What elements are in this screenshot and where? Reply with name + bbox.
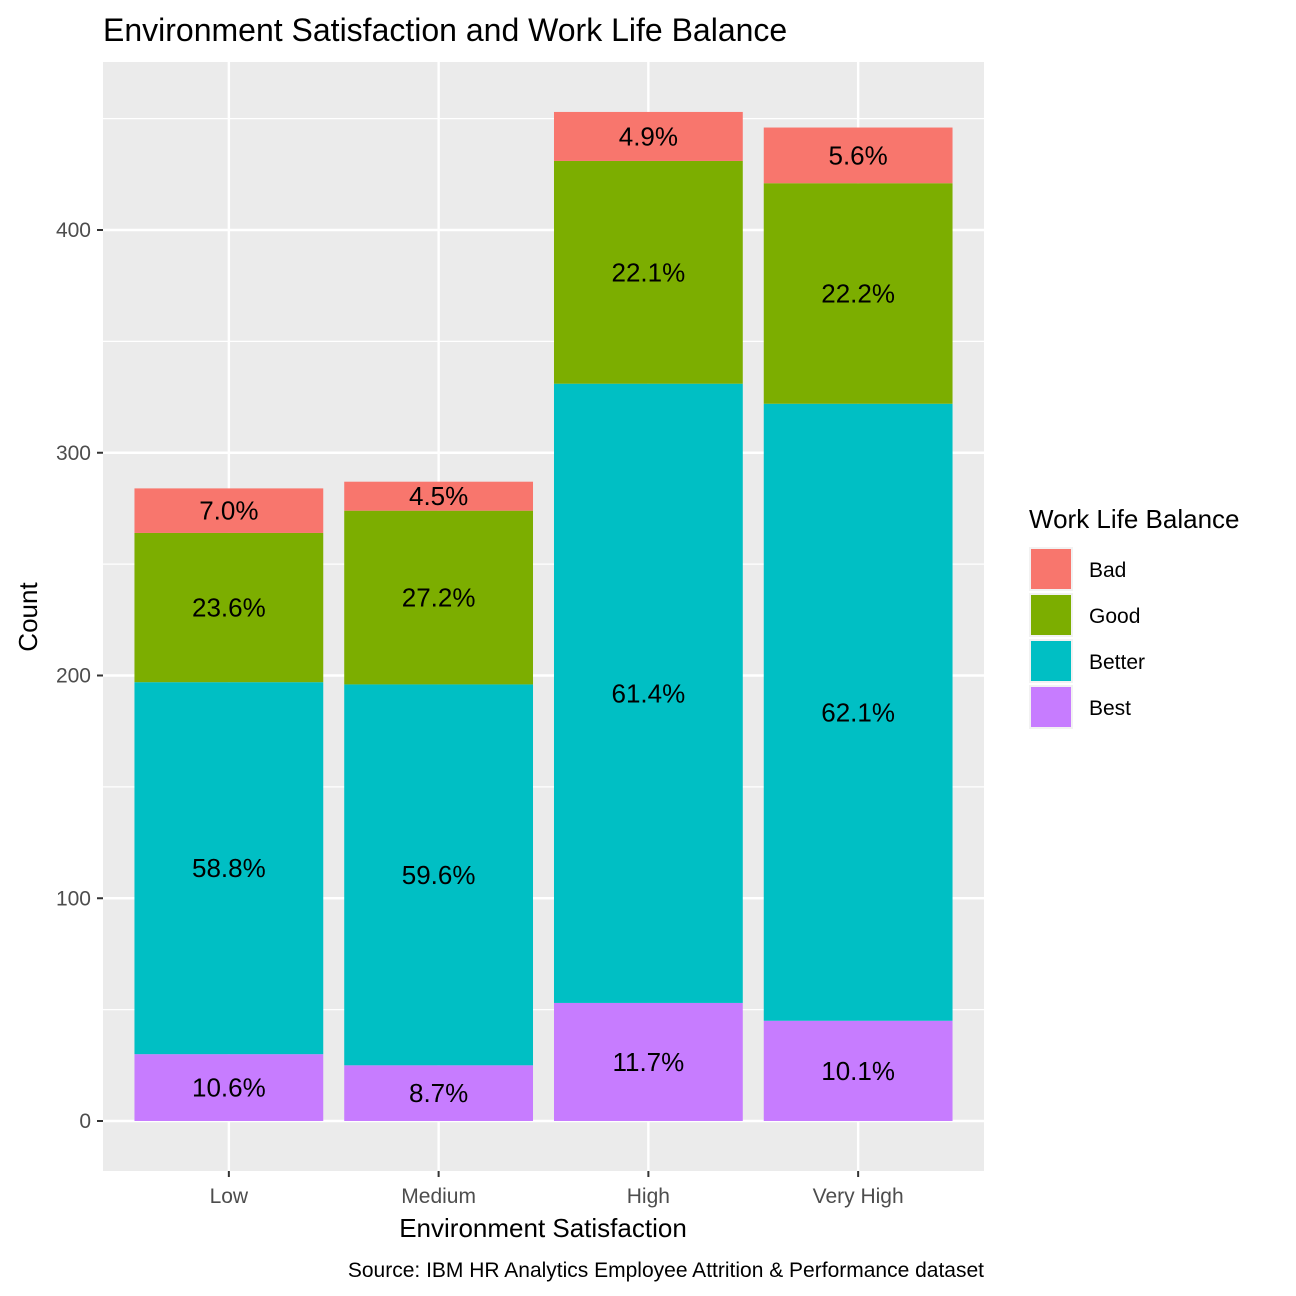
chart-title: Environment Satisfaction and Work Life B… xyxy=(103,12,787,48)
legend-label: Good xyxy=(1089,605,1140,628)
x-tick-label: Medium xyxy=(401,1185,476,1208)
bar-segment-good xyxy=(763,183,953,404)
bar-segment-good xyxy=(553,160,743,384)
data-label: 10.6% xyxy=(192,1073,266,1103)
legend-title: Work Life Balance xyxy=(1029,504,1240,534)
legend-swatch-better xyxy=(1031,641,1071,681)
data-label: 10.1% xyxy=(821,1056,895,1086)
data-label: 61.4% xyxy=(612,678,686,708)
data-label: 59.6% xyxy=(402,860,476,890)
y-tick-label: 300 xyxy=(56,442,91,465)
data-label: 4.5% xyxy=(409,481,468,511)
bars xyxy=(134,111,953,1121)
legend-label: Better xyxy=(1089,651,1145,674)
bar-segment-best xyxy=(763,1020,953,1121)
bar-segment-better xyxy=(344,684,534,1066)
bar-segment-bad xyxy=(344,481,534,511)
y-axis-title: Count xyxy=(13,582,43,652)
bar-segment-good xyxy=(134,532,324,683)
data-label: 8.7% xyxy=(409,1078,468,1108)
y-tick-label: 0 xyxy=(79,1110,91,1133)
bar-segment-best xyxy=(344,1065,534,1121)
legend-swatch-best xyxy=(1031,687,1071,727)
data-label: 22.2% xyxy=(821,278,895,308)
bar-segment-good xyxy=(344,510,534,685)
legend: Work Life Balance Bad Good Better Best xyxy=(1029,504,1240,729)
data-label: 5.6% xyxy=(829,140,888,170)
bar-segment-best xyxy=(553,1002,743,1121)
x-axis: Low Medium High Very High xyxy=(210,1171,904,1208)
y-tick-label: 400 xyxy=(56,219,91,242)
x-axis-title: Environment Satisfaction xyxy=(399,1213,687,1243)
bar-segment-bad xyxy=(763,127,953,184)
x-tick-label: Low xyxy=(210,1185,249,1208)
x-tick-label: High xyxy=(627,1185,670,1208)
bar-segment-best xyxy=(134,1054,324,1121)
y-tick-label: 100 xyxy=(56,887,91,910)
bar-segment-bad xyxy=(134,488,324,533)
data-label: 11.7% xyxy=(612,1047,684,1077)
legend-label: Bad xyxy=(1089,559,1126,582)
bar-segment-better xyxy=(763,403,953,1021)
y-axis: 0 100 200 300 400 xyxy=(56,219,103,1133)
legend-swatch-good xyxy=(1031,595,1071,635)
data-label: 58.8% xyxy=(192,853,266,883)
data-label: 4.9% xyxy=(619,121,678,151)
caption: Source: IBM HR Analytics Employee Attrit… xyxy=(348,1259,984,1282)
data-label: 7.0% xyxy=(199,496,258,526)
legend-swatch-bad xyxy=(1031,549,1071,589)
bar-segment-bad xyxy=(553,111,743,161)
bar-segment-better xyxy=(553,383,743,1003)
y-tick-label: 200 xyxy=(56,665,91,688)
bar-segment-better xyxy=(134,682,324,1055)
data-label: 62.1% xyxy=(821,697,895,727)
bar-labels: 10.6% 58.8% 23.6% 7.0% 8.7% 59.6% 27.2% 4.5% 11.… xyxy=(192,121,895,1108)
data-label: 27.2% xyxy=(402,583,476,613)
legend-label: Best xyxy=(1089,697,1131,720)
data-label: 22.1% xyxy=(612,257,686,287)
data-label: 23.6% xyxy=(192,593,266,623)
x-tick-label: Very High xyxy=(813,1185,904,1208)
